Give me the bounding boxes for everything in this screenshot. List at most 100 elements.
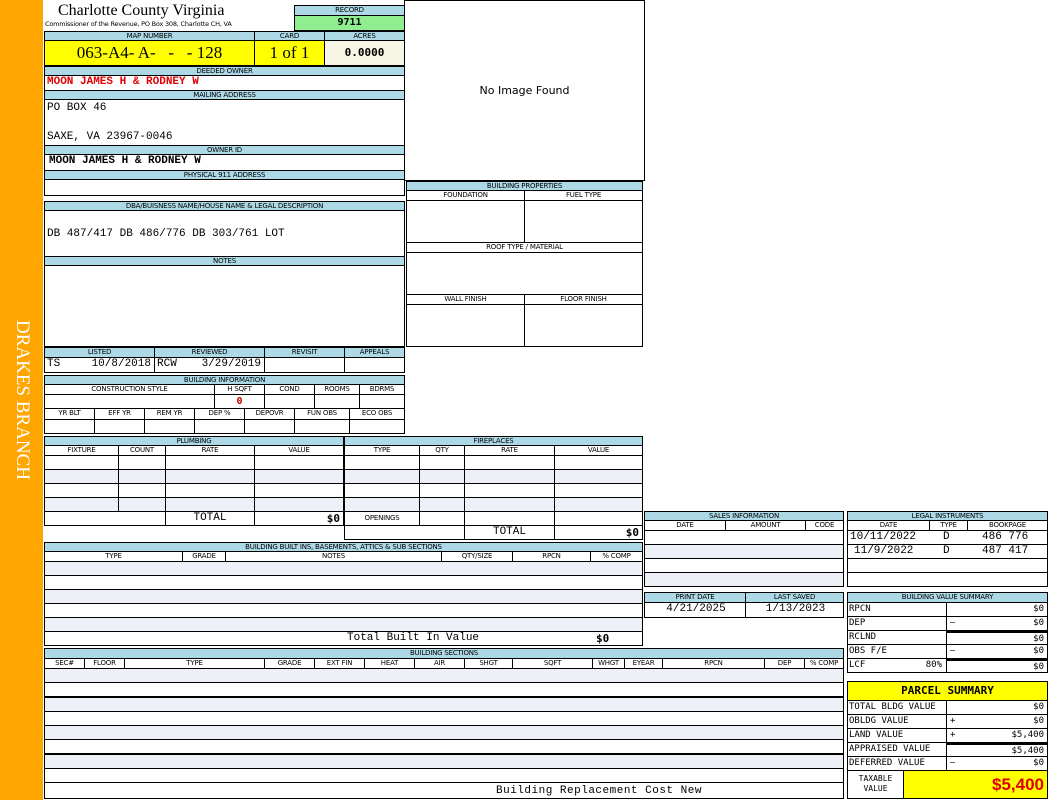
summary-row-label: TOTAL BLDG VALUE [847,700,947,715]
listed-by: TS [47,358,61,370]
summary-row-label: LAND VALUE [847,728,947,743]
owner-id: MOON JAMES H & RODNEY W [44,154,405,171]
mailing-line-2: SAXE, VA 23967-0046 [47,131,173,143]
taxable-value-label: TAXABLE VALUE [847,770,904,799]
fireplace-cell [464,455,555,470]
deeded-owner: MOON JAMES H & RODNEY W [44,75,405,91]
bvs-row-label-text: DEP [849,618,866,628]
summary-row-label: DEFERRED VALUE [847,756,947,771]
summary-row-operator: – [950,758,956,768]
bvs-row-label: RPCN [847,602,947,617]
bvs-row-amount: $0 [1033,662,1044,672]
district-name: DRAKES BRANCH [11,320,33,480]
bvs-row-value: $0 [946,602,1048,617]
county-subtitle: Commissioner of the Revenue, PO Box 308,… [45,20,232,28]
legal-bookpage-1: 486 776 [982,531,1029,543]
building-info-cell [244,419,295,434]
legal-row [847,572,1048,587]
fireplace-cell [419,483,465,498]
map-number: 063-A4- A- - - 128 [44,40,255,66]
bvs-row-label-text: RPCN [849,604,871,614]
taxable-value: $5,400 [903,770,1048,799]
summary-row-label-text: TOTAL BLDG VALUE [849,702,936,712]
county-title: Charlotte County Virginia [58,2,225,19]
summary-row-amount: $0 [1033,716,1044,726]
replacement-cost-row: Building Replacement Cost New [44,782,844,799]
built-ins-row [44,561,643,576]
plumbing-cell [165,497,255,512]
fireplace-cell [344,469,420,484]
sales-row [644,544,844,559]
plumbing-cell [165,469,255,484]
bvs-row-amount: $0 [1033,634,1044,644]
bvs-row-amount: $0 [1033,604,1044,614]
legal-date-2: 11/9/2022 [854,545,914,557]
section-row [44,767,844,783]
property-image-placeholder: No Image Found [404,0,645,181]
building-info-cell [194,419,245,434]
dba-box: DB 487/417 DB 486/776 DB 303/761 LOT [44,210,405,257]
bvs-row-amount: $0 [1033,646,1044,656]
legal-type-2: D [943,545,950,557]
fireplace-cell [344,497,420,512]
section-row [44,725,844,740]
plumbing-cell [254,469,344,484]
summary-row-value: + $0 [946,714,1048,729]
plumbing-total-value: $0 [254,511,344,526]
reviewed-date: 3/29/2019 [201,358,261,370]
summary-row-value: + $5,400 [946,728,1048,743]
summary-row-amount: $0 [1033,758,1044,768]
floor-finish-value [524,304,643,347]
plumbing-total-blank [44,511,166,526]
bvs-row-amount: $0 [1033,618,1044,628]
fireplace-cell [419,469,465,484]
section-row [44,668,844,683]
openings-rate [464,511,555,526]
plumbing-cell [44,497,119,512]
legal-bookpage-2: 487 417 [982,545,1029,557]
bvs-row-pct: 80% [925,660,942,670]
summary-row-label-text: DEFERRED VALUE [849,758,925,768]
fireplace-cell [419,497,465,512]
bdrms-value [359,394,405,409]
hsqft-value: 0 [214,394,265,409]
card-number: 1 of 1 [254,40,325,66]
fireplace-cell [554,497,643,512]
reviewed-value: RCW 3/29/2019 [154,357,265,373]
bvs-row-value: – $0 [946,644,1048,659]
fireplace-cell [344,483,420,498]
built-ins-total-value: $0 [596,632,610,645]
plumbing-cell [44,483,119,498]
fireplace-cell [554,483,643,498]
bvs-row-operator: – [950,618,956,628]
plumbing-cell [254,497,344,512]
no-image-text: No Image Found [479,84,570,97]
sales-row [644,558,844,573]
fireplace-cell [554,469,643,484]
bvs-row-label: OBS F/E [847,644,947,659]
plumbing-total-label: TOTAL [165,511,255,526]
bvs-row-value: $0 [946,658,1048,673]
bvs-row-label: LCF 80% [847,658,947,673]
section-row [44,739,844,755]
bvs-row-value: $0 [946,630,1048,645]
built-ins-total-row: Total Built In Value $0 [44,631,643,646]
fireplace-cell [464,497,555,512]
wall-finish-value [406,304,525,347]
plumbing-cell [118,469,166,484]
built-ins-row [44,603,643,618]
summary-row-operator: + [950,716,956,726]
building-info-cell [94,419,145,434]
parcel-summary-label: PARCEL SUMMARY [847,681,1048,701]
summary-row-value: $0 [946,700,1048,715]
foundation-value [406,200,525,243]
bvs-row-value: – $0 [946,616,1048,631]
roof-type-value [406,252,643,295]
physical-address [44,179,405,196]
fireplace-total-value: $0 [554,525,643,540]
plumbing-cell [165,455,255,470]
openings-qty [419,511,465,526]
built-ins-total-label: Total Built In Value [347,632,480,644]
appeals-value [344,357,405,373]
fireplace-cell [419,455,465,470]
